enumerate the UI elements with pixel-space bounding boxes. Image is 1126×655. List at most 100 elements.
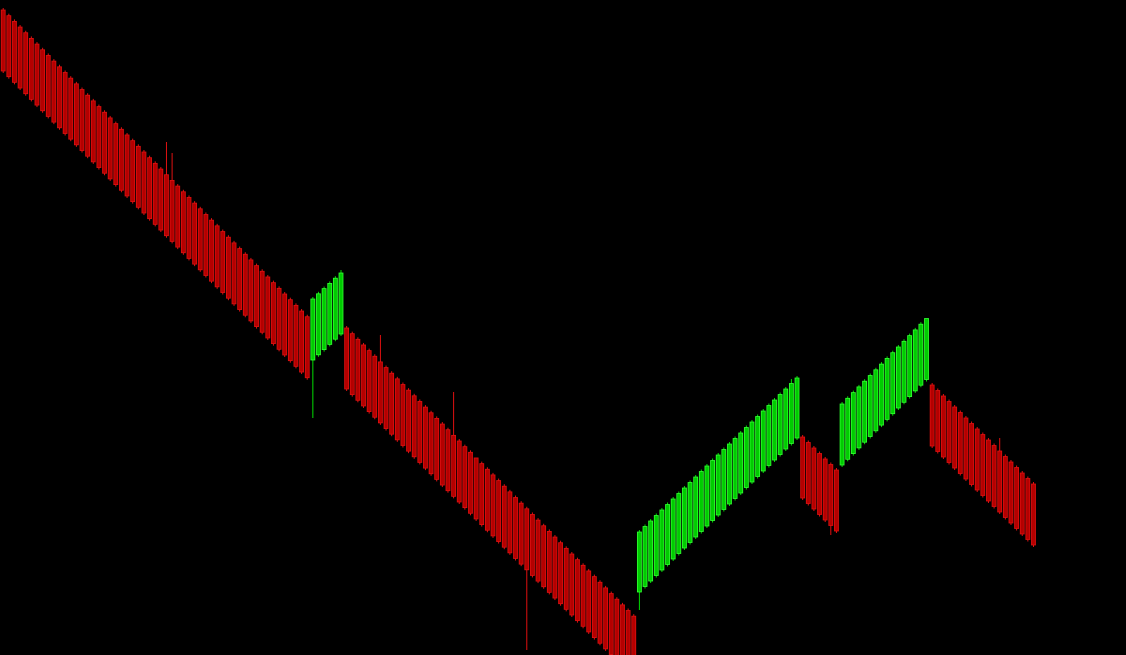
candle-body-down: [119, 128, 124, 191]
candle-body-down: [372, 355, 378, 418]
candle-body-down: [197, 208, 203, 271]
candle-body-up: [682, 487, 687, 549]
candle-body-down: [518, 502, 524, 565]
candle-body-down: [530, 514, 535, 576]
candle-body-up: [755, 416, 761, 477]
candle-body-down: [834, 469, 839, 532]
candle-body-down: [411, 395, 417, 458]
candle-body-down: [389, 372, 395, 435]
candle-body-down: [969, 423, 974, 485]
candle-body-down: [552, 536, 558, 599]
candle-body-down: [130, 140, 136, 203]
candle-body-up: [659, 509, 665, 571]
candle-body-down: [85, 94, 91, 157]
candle-body-down: [952, 406, 958, 469]
candle-body-down: [1025, 478, 1031, 540]
candle-body-down: [586, 570, 592, 633]
candle-body-down: [287, 299, 293, 362]
candle-body-down: [603, 587, 609, 650]
candle-body-down: [147, 157, 152, 220]
candle-body-down: [220, 231, 226, 293]
candle-body-up: [918, 323, 924, 386]
candle-body-down: [614, 598, 620, 655]
candle-body-up: [316, 293, 321, 356]
candle-body-up: [653, 515, 659, 576]
candle-body-down: [546, 531, 552, 593]
candle-body-down: [991, 445, 997, 507]
candle-body-down: [1008, 461, 1014, 524]
candle-body-down: [507, 491, 513, 554]
candle-body-down: [434, 417, 440, 480]
candle-body-up: [327, 282, 333, 345]
candle-body-down: [102, 111, 107, 174]
candle-body-down: [265, 276, 271, 339]
candle-body-down: [248, 259, 254, 322]
candle-body-down: [569, 553, 575, 616]
candle-body-down: [361, 344, 366, 407]
candle-body-down: [113, 123, 119, 185]
candle-body-up: [760, 410, 766, 472]
candle-body-down: [620, 604, 625, 655]
candle-body-up: [732, 438, 738, 499]
candle-body-down: [394, 378, 400, 441]
candle-body-down: [231, 242, 237, 305]
candle-body-down: [439, 423, 445, 486]
candle-body-down: [535, 519, 541, 582]
candle-body-down: [73, 83, 79, 146]
candle-body-down: [946, 401, 952, 463]
candles-group: [0, 8, 1036, 655]
candle-body-down: [45, 55, 51, 117]
candle-body-down: [57, 66, 62, 129]
candle-body-up: [698, 471, 704, 532]
candle-body-down: [963, 417, 969, 480]
candle-body-up: [715, 454, 721, 516]
candle-body-down: [180, 191, 186, 254]
candle-body-down: [445, 429, 451, 492]
candle-body-down: [817, 453, 822, 515]
candle-body-down: [428, 412, 434, 475]
candle-body-down: [164, 174, 169, 237]
candle-body-up: [321, 288, 327, 351]
candle-body-up: [907, 335, 913, 398]
candle-body-up: [743, 427, 749, 488]
candle-body-down: [980, 434, 986, 496]
candle-body-down: [68, 77, 74, 140]
candle-body-up: [912, 329, 918, 392]
candle-body-down: [496, 480, 502, 542]
candle-body-down: [124, 134, 130, 197]
candle-body-down: [822, 458, 828, 521]
candle-body-up: [676, 493, 682, 554]
candle-body-down: [811, 447, 817, 510]
candle-body-down: [344, 327, 350, 390]
candle-body-down: [473, 457, 479, 520]
candle-body-up: [777, 394, 783, 455]
candle-body-up: [901, 340, 907, 403]
candle-body-down: [0, 9, 6, 72]
candle-body-down: [501, 485, 507, 548]
candle-body-up: [879, 363, 884, 426]
candle-body-down: [209, 219, 214, 282]
candle-body-up: [642, 526, 648, 587]
candle-body-down: [423, 406, 428, 469]
candle-body-down: [40, 49, 46, 112]
candle-body-down: [541, 525, 547, 588]
candle-body-down: [62, 72, 68, 134]
candle-body-down: [957, 412, 963, 474]
candle-body-down: [192, 202, 198, 265]
candle-body-down: [800, 436, 806, 499]
candle-body-down: [169, 179, 175, 242]
candle-body-down: [304, 316, 310, 379]
candle-body-down: [293, 304, 299, 367]
candle-body-up: [783, 388, 789, 450]
candle-body-up: [924, 318, 929, 380]
candle-body-down: [1014, 467, 1019, 529]
candle-body-down: [23, 32, 29, 95]
candle-body-up: [873, 369, 879, 432]
candle-body-up: [772, 399, 777, 461]
candle-body-down: [152, 162, 158, 225]
candle-body-up: [749, 421, 755, 483]
candle-body-down: [997, 450, 1003, 513]
candle-body-up: [766, 405, 772, 466]
candle-body-down: [524, 508, 530, 571]
